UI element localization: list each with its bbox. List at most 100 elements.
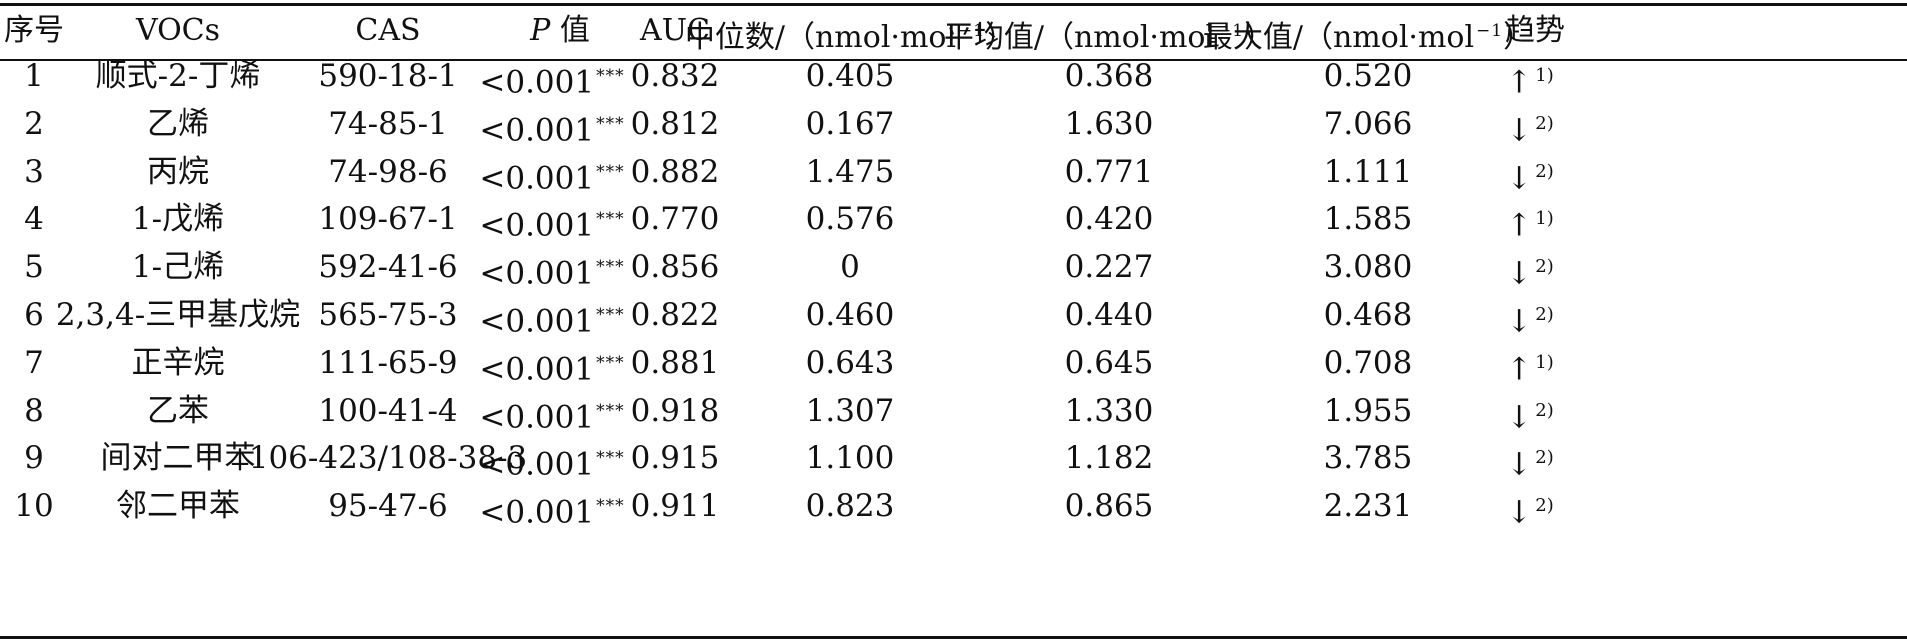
cell-index-text: 10 — [14, 488, 54, 525]
cell-voc-name: 正辛烷 — [132, 343, 225, 383]
cell-p-value-text: <0.001 — [479, 494, 595, 531]
cell-auc-text: 0.832 — [630, 58, 720, 94]
cell-p-value: <0.001 *** — [479, 199, 624, 245]
cell-index: 2 — [24, 104, 44, 144]
cell-p-value: <0.001 *** — [479, 104, 624, 150]
cell-p-value-text: <0.001 — [479, 446, 595, 483]
cell-mean-text: 0.645 — [1064, 344, 1154, 381]
cell-voc-name-text: 乙烯 — [147, 105, 209, 142]
cell-voc-name-text: 1-己烯 — [131, 249, 225, 286]
cell-cas-text: 111-65-9 — [318, 344, 458, 381]
cell-median-text: 0.823 — [805, 488, 895, 525]
cell-auc: 0.882 — [631, 152, 720, 192]
cell-trend-text: ↓ — [1506, 255, 1533, 292]
cell-trend: ↑ 1) — [1506, 343, 1553, 389]
significance-mark: *** — [596, 209, 625, 230]
cell-median: 1.307 — [806, 391, 895, 431]
cell-index: 6 — [24, 295, 44, 335]
cell-p-value-text: <0.001 — [479, 398, 595, 435]
cell-p-value: <0.001 *** — [479, 391, 624, 437]
cell-trend: ↓ 2) — [1506, 438, 1553, 484]
cell-p-value: <0.001 *** — [479, 486, 624, 532]
trend-footnote: 2) — [1535, 495, 1554, 517]
cell-trend: ↓ 2) — [1506, 486, 1553, 532]
cell-median-text: 1.307 — [805, 392, 895, 429]
cell-mean: 0.771 — [1065, 152, 1154, 192]
cell-max: 7.066 — [1324, 104, 1413, 144]
cell-auc-text: 0.822 — [630, 297, 720, 333]
cell-median: 1.475 — [806, 152, 895, 192]
trend-footnote: 1) — [1535, 65, 1554, 86]
bottom-rule — [0, 636, 1907, 639]
header-rule — [0, 59, 1907, 61]
cell-index: 1 — [24, 56, 44, 96]
cell-trend: ↑ 1) — [1506, 199, 1553, 245]
cell-median: 0.643 — [806, 343, 895, 383]
cell-trend: ↑ 1) — [1506, 56, 1553, 102]
cell-auc: 0.911 — [631, 486, 720, 526]
cell-max-text: 7.066 — [1323, 105, 1413, 142]
cell-max-text: 3.785 — [1323, 440, 1413, 477]
cell-index-text: 2 — [24, 105, 44, 142]
cell-voc-name-text: 正辛烷 — [131, 344, 225, 381]
cell-voc-name: 1-己烯 — [132, 247, 224, 287]
cell-mean-text: 1.630 — [1064, 105, 1154, 142]
trend-footnote: 1) — [1535, 208, 1554, 230]
header-vocs: VOCs — [135, 13, 221, 48]
cell-median: 0.167 — [806, 104, 895, 144]
cell-max-text: 0.708 — [1323, 344, 1413, 381]
significance-mark: *** — [596, 161, 625, 182]
cell-index: 10 — [14, 486, 53, 526]
cell-auc: 0.856 — [631, 247, 720, 287]
cell-auc: 0.822 — [631, 295, 720, 335]
cell-p-value-text: <0.001 — [479, 303, 595, 340]
header-auc: AUC — [640, 13, 710, 48]
cell-cas-text: 565-75-3 — [318, 297, 458, 333]
cell-trend: ↓ 2) — [1506, 391, 1553, 437]
cell-voc-name: 1-戊烯 — [132, 199, 224, 239]
cell-max-text: 1.111 — [1323, 153, 1413, 190]
cell-cas-text: 590-18-1 — [318, 58, 458, 94]
cell-max-text: 1.955 — [1323, 392, 1413, 429]
cell-auc-text: 0.881 — [630, 344, 720, 381]
cell-mean-text: 0.771 — [1064, 153, 1154, 190]
cell-p-value: <0.001 *** — [479, 247, 624, 293]
cell-max-text: 1.585 — [1323, 201, 1413, 238]
significance-mark: *** — [596, 352, 625, 373]
cell-cas-text: 592-41-6 — [318, 249, 458, 286]
cell-median: 0.823 — [806, 486, 895, 526]
header-max: 最大值/（nmol·mol −1） — [1203, 11, 1533, 58]
cell-trend-text: ↓ — [1506, 398, 1533, 435]
header-p-letter: P — [530, 13, 551, 48]
cell-mean-text: 1.182 — [1064, 440, 1154, 477]
cell-cas: 74-98-6 — [328, 152, 448, 192]
top-rule — [0, 3, 1907, 6]
trend-footnote: 1) — [1535, 351, 1554, 373]
header-median-label: 中位数/（nmol·mol — [684, 20, 957, 55]
cell-median-text: 1.475 — [805, 153, 895, 190]
cell-max: 3.080 — [1324, 247, 1413, 287]
cell-auc-text: 0.911 — [630, 488, 720, 525]
cell-median-text: 0.405 — [805, 58, 895, 94]
header-cas: CAS — [355, 13, 421, 48]
cell-index-text: 9 — [24, 440, 44, 477]
cell-index-text: 3 — [24, 153, 44, 190]
header-median-close: ） — [985, 20, 1016, 55]
cell-mean: 0.645 — [1065, 343, 1154, 383]
cell-voc-name: 邻二甲苯 — [116, 486, 240, 526]
cell-p-value-text: <0.001 — [479, 64, 595, 101]
cell-voc-name: 顺式-2-丁烯 — [96, 56, 261, 96]
header-mean-close: ） — [1244, 20, 1275, 55]
cell-cas-text: 109-67-1 — [318, 201, 458, 238]
cell-cas: 111-65-9 — [318, 343, 457, 383]
cell-median: 0 — [840, 247, 860, 287]
cell-trend-text: ↑ — [1506, 64, 1533, 101]
header-p-value: P 值 — [530, 11, 590, 51]
cell-trend-text: ↓ — [1506, 159, 1533, 196]
cell-voc-name-text: 丙烷 — [147, 153, 209, 190]
cell-mean-text: 1.330 — [1064, 392, 1154, 429]
cell-median-text: 0.167 — [805, 105, 895, 142]
cell-cas-text: 106-423/108-38-3 — [248, 440, 528, 477]
cell-auc-text: 0.915 — [630, 440, 720, 477]
cell-cas: 74-85-1 — [328, 104, 448, 144]
